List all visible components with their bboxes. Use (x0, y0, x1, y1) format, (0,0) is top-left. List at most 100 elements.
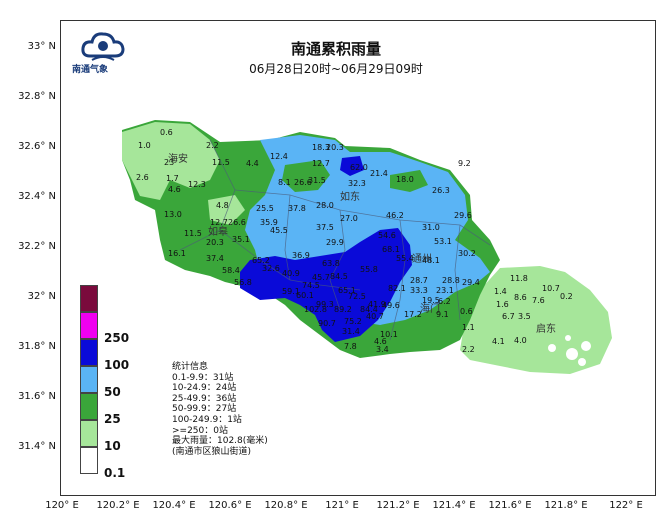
station-value: 29.6 (454, 211, 472, 220)
station-value: 23.1 (436, 286, 454, 295)
station-value: 60.1 (296, 291, 314, 300)
station-value: 45.5 (270, 226, 288, 235)
station-value: 20.3 (326, 143, 344, 152)
station-value: 74.5 (302, 281, 320, 290)
station-value: 31.0 (422, 223, 440, 232)
region-haian-light (122, 122, 220, 200)
station-value: 30.2 (458, 249, 476, 258)
station-value: 82.1 (388, 284, 406, 293)
station-value: 99.3 (316, 300, 334, 309)
station-value: 12.7 (210, 218, 228, 227)
lon-label: 121.2° E (376, 500, 420, 511)
stats-line: 25-49.9：36站 (172, 393, 237, 404)
station-value: 18.0 (396, 175, 414, 184)
station-value: 1.6 (496, 300, 509, 309)
station-value: 6.2 (438, 297, 451, 306)
station-value: 46.2 (386, 211, 404, 220)
station-value: 49.6 (382, 301, 400, 310)
station-value: 36.9 (292, 251, 310, 260)
station-value: 32.6 (262, 264, 280, 273)
stats-line: 最大雨量：102.8(毫米) (172, 436, 268, 447)
station-value: 75.2 (344, 317, 362, 326)
lon-label: 121.6° E (488, 500, 532, 511)
legend-swatch (80, 339, 98, 366)
station-value: 45.7 (312, 273, 330, 282)
station-value: 28.0 (316, 201, 334, 210)
lat-label: 33° N (27, 41, 56, 52)
statistics-panel: 统计信息 0.1-9.9：31站 10-24.9：24站 25-49.9：36站… (172, 362, 268, 457)
county-borders (179, 139, 491, 341)
station-value: 4.6 (374, 337, 387, 346)
station-value: 56.8 (234, 278, 252, 287)
station-value: 0.6 (460, 307, 473, 316)
station-value: 8.1 (278, 178, 291, 187)
station-value: 3.4 (376, 345, 389, 354)
lon-label: 121.4° E (432, 500, 476, 511)
region-green-interior (282, 160, 330, 192)
station-value: 40.9 (282, 269, 300, 278)
stats-line: (南通市区狼山街道) (172, 446, 252, 457)
station-value: 62.0 (350, 163, 368, 172)
station-value: 40.7 (366, 312, 384, 321)
station-value: 7.6 (532, 296, 545, 305)
station-value: 65.2 (252, 256, 270, 265)
stats-line: 0.1-9.9：31站 (172, 372, 234, 383)
station-value: 11.5 (184, 229, 202, 238)
station-value: 29.9 (326, 238, 344, 247)
station-value: 26.6 (294, 178, 312, 187)
station-value: 11.5 (212, 158, 230, 167)
legend-swatch (80, 312, 98, 339)
stats-line: >=250：0站 (172, 425, 228, 436)
lat-label: 31.8° N (18, 341, 56, 352)
station-value: 55.4 (396, 254, 414, 263)
station-value: 68.1 (382, 245, 400, 254)
qidong-white-dots (548, 335, 605, 377)
station-value: 9.2 (458, 159, 471, 168)
lon-label: 120.6° E (208, 500, 252, 511)
map-frame: 海安 如东 如皋 通州 海门 启东 0.6 1.0 2.2 23 11.5 4.4 12.4… (60, 20, 656, 496)
station-value: 4.8 (216, 201, 229, 210)
legend-swatch (80, 393, 98, 420)
lat-label: 32° N (27, 291, 56, 302)
station-value: 48.1 (422, 256, 440, 265)
station-value: 26.3 (432, 186, 450, 195)
legend-label: 25 (104, 412, 121, 426)
lon-label: 122° E (609, 500, 643, 511)
station-value: 1.0 (138, 141, 151, 150)
station-value: 58.4 (222, 266, 240, 275)
station-value: 8.6 (514, 293, 527, 302)
station-value: 90.7 (318, 319, 336, 328)
station-value: 31.4 (342, 327, 360, 336)
station-value: 25.5 (256, 204, 274, 213)
legend-label: 0.1 (104, 466, 126, 480)
cloud-logo-icon (81, 32, 125, 61)
station-value: 10.7 (542, 284, 560, 293)
lon-label: 121.8° E (544, 500, 588, 511)
station-value: 4.1 (492, 337, 505, 346)
region-heavy-rain-2 (340, 156, 364, 176)
station-value: 2.2 (462, 345, 475, 354)
station-value: 28.7 (410, 276, 428, 285)
station-value: 37.5 (316, 223, 334, 232)
station-value: 1.1 (462, 323, 475, 332)
station-value: 16.1 (168, 249, 186, 258)
station-value: 32.3 (348, 179, 366, 188)
lat-label: 31.4° N (18, 441, 56, 452)
station-value: 4.0 (514, 336, 527, 345)
lon-label: 120.8° E (264, 500, 308, 511)
county-label-haian: 海安 (168, 152, 188, 165)
station-value: 17.2 (404, 310, 422, 319)
lat-label: 31.6° N (18, 391, 56, 402)
station-value: 21.4 (370, 169, 388, 178)
station-value: 12.7 (312, 159, 330, 168)
station-value: 10.1 (380, 330, 398, 339)
station-value: 27.0 (340, 214, 358, 223)
station-value: 20.3 (206, 238, 224, 247)
cma-logo (74, 30, 134, 76)
rainfall-map: 海安 如东 如皋 通州 海门 启东 0.6 1.0 2.2 23 11.5 4.4 12.4… (122, 120, 612, 377)
station-value: 72.5 (348, 292, 366, 301)
station-value: 23 (164, 158, 174, 167)
county-label-haimen: 海门 (420, 302, 440, 315)
county-label-rudong: 如东 (340, 190, 360, 203)
